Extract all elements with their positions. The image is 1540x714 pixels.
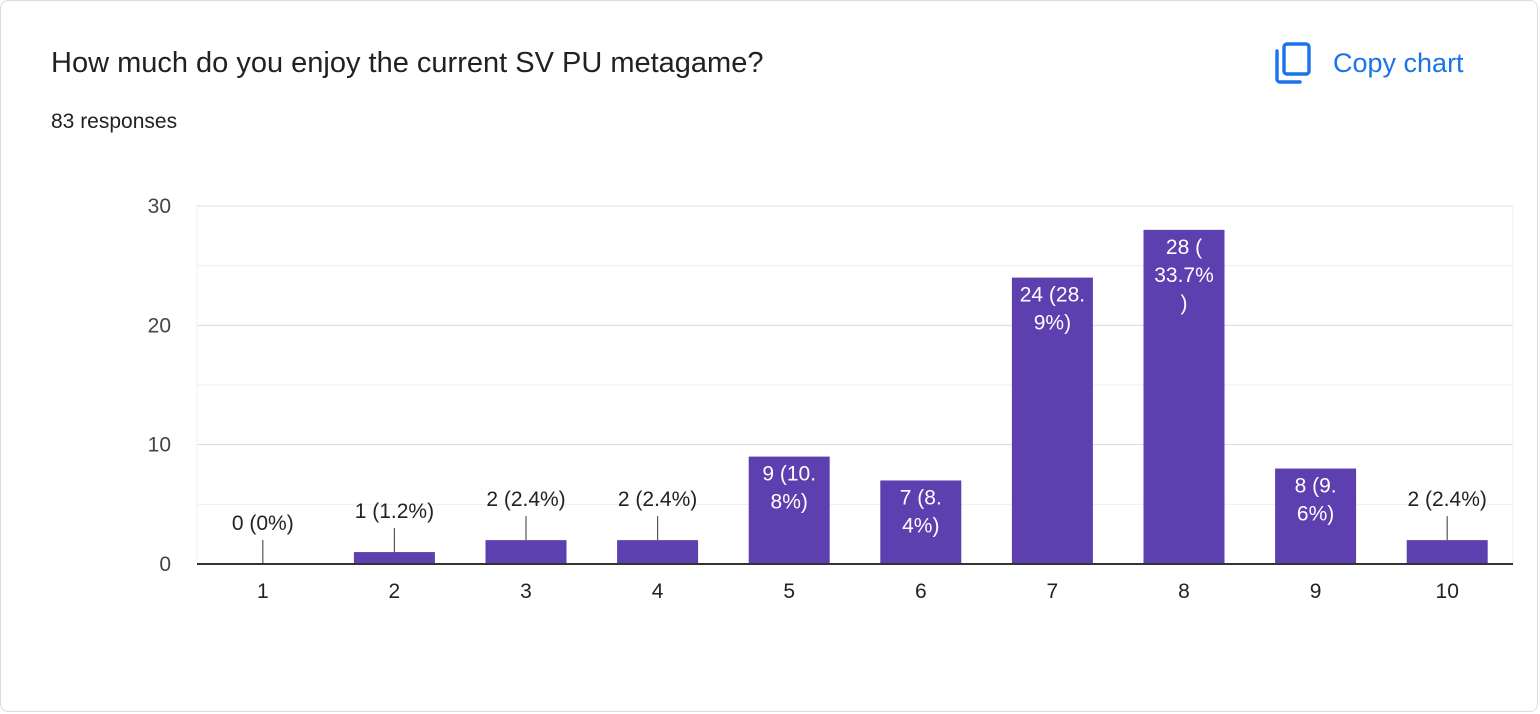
bar <box>1406 540 1488 564</box>
data-label: 7 (8. <box>900 486 942 509</box>
data-labels: 0 (0%) 1 (1.2%) 2 (2.4%) 2 (2.4%) 9 (10. 8%) 7… <box>232 236 1487 564</box>
x-axis-ticks: 1 2 3 4 5 6 7 8 9 10 <box>257 580 1459 603</box>
y-tick-label: 0 <box>159 553 171 576</box>
data-label: 2 (2.4%) <box>486 488 565 511</box>
bar <box>485 540 567 564</box>
data-label: 33.7% <box>1154 264 1214 287</box>
y-tick-label: 20 <box>148 314 171 337</box>
y-axis-ticks: 0 10 20 30 <box>148 195 171 576</box>
data-label: 8%) <box>771 491 808 514</box>
data-label: ) <box>1181 292 1188 315</box>
chart-title: How much do you enjoy the current SV PU … <box>51 47 764 79</box>
y-tick-label: 10 <box>148 434 171 457</box>
response-count: 83 responses <box>51 110 178 133</box>
x-tick-label: 7 <box>1047 580 1059 603</box>
bar <box>353 552 435 564</box>
grid-lines <box>196 205 1514 564</box>
data-label: 0 (0%) <box>232 512 294 535</box>
data-label: 28 ( <box>1166 236 1202 259</box>
copy-chart-button[interactable]: Copy chart <box>1267 37 1497 89</box>
bars <box>353 229 1488 564</box>
x-tick-label: 2 <box>389 580 401 603</box>
data-label: 1 (1.2%) <box>355 500 434 523</box>
data-label: 6%) <box>1297 503 1334 526</box>
bar <box>880 480 962 564</box>
x-tick-label: 8 <box>1178 580 1190 603</box>
data-label: 9 (10. <box>762 463 816 486</box>
x-tick-label: 1 <box>257 580 269 603</box>
data-label: 2 (2.4%) <box>1408 488 1487 511</box>
data-label: 4%) <box>902 514 939 537</box>
copy-icon <box>1275 42 1311 84</box>
data-label: 8 (9. <box>1295 475 1337 498</box>
y-tick-label: 30 <box>148 195 171 218</box>
x-tick-label: 3 <box>520 580 532 603</box>
bar <box>617 540 699 564</box>
data-label: 24 (28. <box>1020 284 1085 307</box>
x-tick-label: 5 <box>783 580 795 603</box>
bar <box>1143 229 1225 564</box>
data-label: 9%) <box>1034 312 1071 335</box>
bar <box>748 456 830 564</box>
x-tick-label: 4 <box>652 580 664 603</box>
x-tick-label: 9 <box>1310 580 1322 603</box>
x-tick-label: 6 <box>915 580 927 603</box>
copy-chart-label: Copy chart <box>1333 47 1464 78</box>
bar <box>1011 277 1093 564</box>
bar <box>1275 468 1357 564</box>
data-label: 2 (2.4%) <box>618 488 697 511</box>
x-tick-label: 10 <box>1436 580 1459 603</box>
